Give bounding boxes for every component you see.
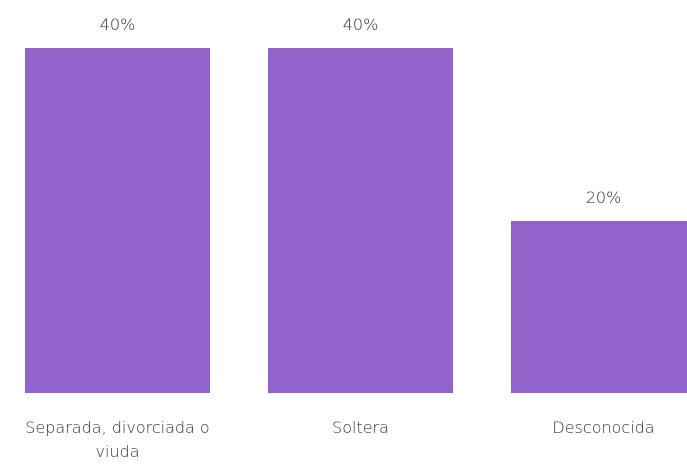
value-label: 40% — [99, 15, 136, 34]
category-label: Separada, divorciada o viuda — [25, 418, 210, 461]
value-label: 40% — [342, 15, 379, 34]
bar — [268, 48, 453, 393]
bar — [511, 220, 687, 393]
value-label: 20% — [585, 187, 622, 207]
category-label: Soltera — [332, 418, 389, 437]
bar — [25, 48, 210, 393]
category-label: Desconocida — [552, 418, 655, 437]
